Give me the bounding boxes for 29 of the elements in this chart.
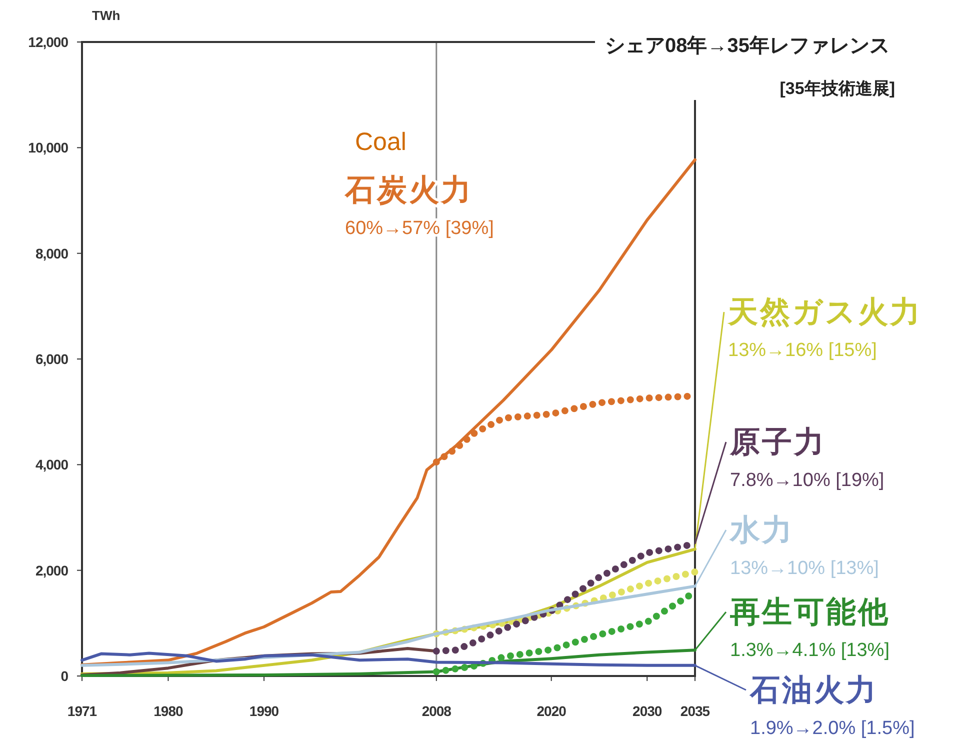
y-tick-label: 12,000 <box>28 34 69 50</box>
y-tick-label: 10,000 <box>28 140 69 156</box>
text: 1.9%→2.0% [1.5%] <box>750 718 915 739</box>
x-tick-label: 1980 <box>154 703 184 719</box>
annotation: Coal <box>355 128 406 156</box>
text: [35年技術進展] <box>780 79 895 98</box>
text: 天然ガス火力 <box>727 296 922 329</box>
legend-label: 再生可能他 <box>729 596 890 629</box>
y-tick-label: 8,000 <box>35 245 69 262</box>
legend-label: 石油火力 <box>749 674 878 707</box>
text: 13%→16% [15%] <box>728 340 877 361</box>
y-tick-label: 0 <box>60 668 69 684</box>
y-tick-label: 6,000 <box>35 351 69 367</box>
text: 13%→10% [13%] <box>730 558 879 579</box>
y-tick-label: 4,000 <box>35 456 69 473</box>
x-tick-label: 1971 <box>67 703 98 719</box>
x-tick-label: 2035 <box>680 703 710 719</box>
x-tick-label: 1990 <box>249 703 280 719</box>
text: 1.3%→4.1% [13%] <box>730 640 890 661</box>
series-label: 水力 <box>729 514 794 547</box>
annotation: シェア08年→35年レファレンス <box>605 35 890 57</box>
x-tick-label: 2008 <box>422 703 452 719</box>
text: 原子力 <box>729 426 826 459</box>
y-tick-label: 2,000 <box>35 562 69 578</box>
text: 7.8%→10% [19%] <box>730 470 884 491</box>
y-axis-title: TWh <box>92 8 120 23</box>
line-series <box>80 158 696 666</box>
x-tick-label: 2020 <box>536 703 567 719</box>
x-tick-label: 2030 <box>632 703 662 719</box>
